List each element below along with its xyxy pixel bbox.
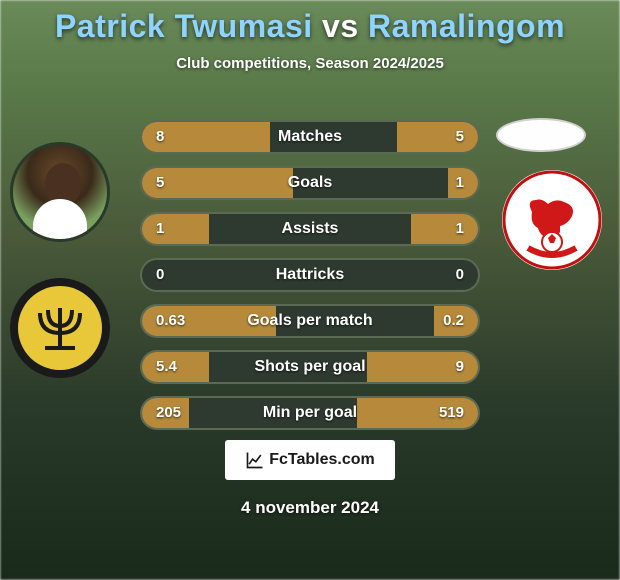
player1-avatar	[10, 142, 110, 242]
stat-row: 205519Min per goal	[140, 396, 480, 430]
stat-label: Goals per match	[142, 306, 478, 336]
comparison-card: Patrick Twumasi vs Ramalingom Club compe…	[0, 0, 620, 580]
club1-badge	[10, 278, 110, 378]
stat-label: Goals	[142, 168, 478, 198]
stat-label: Matches	[142, 122, 478, 152]
stat-label: Min per goal	[142, 398, 478, 428]
date-label: 4 november 2024	[0, 498, 620, 518]
stat-row: 5.49Shots per goal	[140, 350, 480, 384]
stat-row: 0.630.2Goals per match	[140, 304, 480, 338]
page-title: Patrick Twumasi vs Ramalingom	[0, 8, 620, 45]
club2-badge	[502, 170, 602, 270]
stat-label: Shots per goal	[142, 352, 478, 382]
stat-label: Assists	[142, 214, 478, 244]
player2-avatar	[496, 118, 586, 152]
site-logo[interactable]: FcTables.com	[225, 440, 395, 480]
title-player1: Patrick Twumasi	[55, 8, 313, 44]
site-name: FcTables.com	[269, 451, 375, 469]
title-vs: vs	[322, 8, 359, 44]
title-player2: Ramalingom	[368, 8, 565, 44]
stat-label: Hattricks	[142, 260, 478, 290]
subtitle: Club competitions, Season 2024/2025	[0, 55, 620, 72]
stat-row: 51Goals	[140, 166, 480, 200]
chart-icon	[245, 450, 265, 470]
stat-rows: 85Matches 51Goals 11Assists 00Hattricks 0.63…	[140, 120, 480, 442]
stat-row: 85Matches	[140, 120, 480, 154]
stat-row: 00Hattricks	[140, 258, 480, 292]
stat-row: 11Assists	[140, 212, 480, 246]
